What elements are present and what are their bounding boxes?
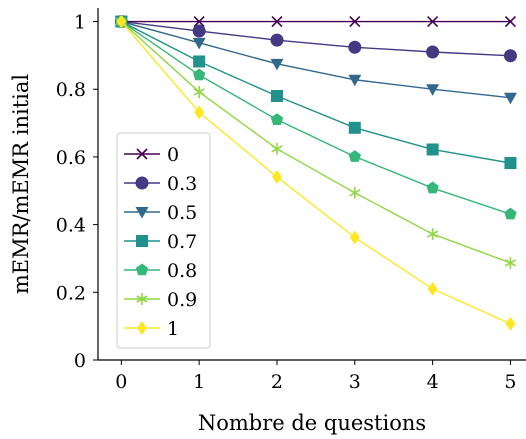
series-1 [116, 14, 516, 331]
x-tick-label: 4 [427, 371, 439, 393]
legend-entry: 0.9 [124, 289, 197, 311]
data-point [192, 37, 206, 50]
series-line [120, 21, 511, 325]
series-line [120, 21, 511, 264]
data-point [271, 142, 283, 155]
legend-entry: 0 [124, 144, 179, 166]
legend-marker [137, 321, 147, 335]
data-point [503, 92, 517, 105]
series-0.3 [114, 15, 517, 63]
legend-label: 0.7 [167, 231, 197, 253]
data-point [504, 207, 517, 220]
legend-entry: 0.7 [124, 231, 197, 253]
data-point [427, 228, 439, 241]
data-point [504, 15, 517, 28]
legend-marker [135, 263, 149, 276]
data-point [426, 45, 440, 59]
data-point [271, 169, 282, 184]
data-point [270, 90, 283, 102]
data-point [504, 256, 517, 269]
data-point [348, 40, 362, 54]
series-line [121, 20, 511, 99]
data-point [270, 33, 284, 47]
legend-marker [136, 148, 148, 160]
x-axis-label: Nombre de questions [198, 411, 426, 435]
y-tick-label: 0.2 [56, 282, 86, 304]
data-point [193, 55, 206, 68]
y-tick-label: 0.4 [56, 215, 86, 237]
legend: 0 0.3 0.5 0.7 0.8 0.9 1 [116, 132, 211, 349]
data-point [192, 68, 206, 81]
y-tick-label: 0 [74, 350, 86, 372]
data-point [426, 181, 439, 194]
data-point [348, 150, 361, 162]
y-tick-label: 0.6 [56, 147, 86, 169]
series-line [121, 20, 511, 57]
data-point [504, 157, 517, 170]
data-point [503, 49, 517, 63]
data-point [349, 15, 361, 28]
legend-marker [135, 176, 149, 190]
x-tick-label: 5 [504, 371, 516, 393]
legend-label: 1 [167, 318, 179, 340]
series-line [121, 20, 511, 164]
data-point [349, 230, 360, 245]
legend-label: 0.8 [167, 260, 197, 282]
data-point [116, 14, 127, 29]
legend-entry: 1 [124, 318, 179, 340]
y-tick-label: 1 [74, 12, 86, 34]
legend-label: 0.5 [167, 202, 197, 224]
data-point [193, 85, 205, 98]
legend-marker [135, 207, 149, 219]
data-point [505, 316, 516, 331]
x-tick-label: 0 [115, 371, 127, 393]
legend-label: 0.3 [167, 173, 197, 195]
data-point [270, 113, 284, 125]
data-point [270, 58, 284, 71]
legend-entry: 0.8 [124, 260, 197, 282]
data-point [426, 84, 440, 96]
data-point [427, 281, 438, 296]
axes: 0 1 2 3 4 5 0 0.2 0.4 0.6 0.8 1 [56, 8, 526, 393]
legend-marker [136, 293, 148, 305]
data-point [349, 186, 361, 199]
data-point [348, 121, 361, 134]
x-tick-label: 3 [349, 371, 361, 393]
plot-area [114, 14, 517, 331]
legend-label: 0.9 [167, 289, 197, 311]
data-point [194, 105, 205, 120]
data-point [348, 74, 362, 87]
series-0.8 [115, 15, 517, 220]
x-tick-label: 2 [271, 371, 283, 393]
data-point [193, 15, 205, 28]
data-point [192, 24, 206, 38]
data-point [426, 143, 439, 156]
legend-marker [136, 235, 148, 247]
x-tick-label: 1 [193, 371, 205, 393]
legend-entry: 0.5 [124, 202, 197, 224]
data-point [271, 15, 283, 28]
series-0.5 [114, 16, 517, 105]
y-axis-label: mEMR/mEMR initial [9, 74, 33, 294]
series-line [120, 20, 511, 215]
series-0 [115, 15, 517, 28]
y-tick-label: 0.8 [56, 79, 86, 101]
legend-label: 0 [167, 144, 179, 166]
legend-entry: 0.3 [124, 173, 197, 195]
data-point [427, 15, 439, 28]
